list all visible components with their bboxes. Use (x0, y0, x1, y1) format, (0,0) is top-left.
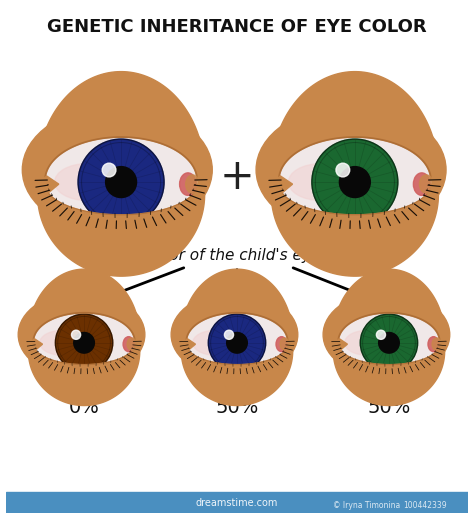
Polygon shape (33, 313, 135, 365)
Ellipse shape (192, 331, 236, 355)
Text: 0%: 0% (69, 398, 100, 418)
Polygon shape (37, 184, 205, 276)
Polygon shape (181, 269, 293, 342)
Polygon shape (333, 344, 445, 406)
Circle shape (74, 332, 94, 353)
Ellipse shape (271, 112, 438, 202)
Polygon shape (333, 269, 445, 342)
Ellipse shape (55, 164, 119, 201)
Ellipse shape (181, 296, 293, 356)
Text: 50%: 50% (215, 398, 259, 418)
Text: © Iryna Timonina: © Iryna Timonina (333, 501, 400, 510)
Ellipse shape (333, 296, 445, 356)
Circle shape (55, 314, 113, 371)
Circle shape (102, 163, 116, 177)
Circle shape (336, 163, 350, 177)
Text: GENETIC INHERITANCE OF EYE COLOR: GENETIC INHERITANCE OF EYE COLOR (47, 18, 427, 36)
Ellipse shape (413, 173, 430, 196)
Polygon shape (279, 137, 431, 215)
Text: +: + (219, 156, 255, 198)
Ellipse shape (18, 292, 145, 378)
Circle shape (209, 314, 265, 371)
Polygon shape (45, 137, 197, 215)
Ellipse shape (180, 173, 196, 196)
Circle shape (227, 332, 247, 353)
Circle shape (224, 330, 234, 340)
Polygon shape (338, 313, 439, 365)
Polygon shape (37, 72, 205, 180)
Circle shape (312, 139, 398, 225)
Ellipse shape (22, 106, 212, 234)
Ellipse shape (276, 336, 287, 352)
Text: Parent 2: Parent 2 (317, 124, 393, 141)
Circle shape (376, 330, 385, 340)
Polygon shape (180, 339, 195, 351)
Circle shape (360, 314, 418, 371)
Text: 50%: 50% (367, 398, 410, 418)
Ellipse shape (345, 331, 388, 355)
Circle shape (379, 332, 399, 353)
Ellipse shape (323, 292, 450, 378)
Ellipse shape (171, 292, 298, 378)
Polygon shape (28, 344, 140, 406)
Ellipse shape (37, 112, 205, 202)
Ellipse shape (419, 175, 433, 193)
Text: Color of the child's eyes: Color of the child's eyes (146, 248, 328, 263)
Ellipse shape (186, 175, 200, 193)
Polygon shape (271, 184, 438, 276)
Ellipse shape (288, 164, 353, 201)
Text: dreamstime.com: dreamstime.com (196, 498, 278, 508)
Polygon shape (332, 339, 347, 351)
Ellipse shape (432, 338, 441, 350)
Ellipse shape (127, 338, 136, 350)
Bar (6, 492, 468, 513)
Ellipse shape (40, 331, 83, 355)
Polygon shape (270, 176, 292, 194)
Polygon shape (36, 176, 59, 194)
Ellipse shape (123, 336, 134, 352)
Circle shape (339, 166, 370, 198)
Polygon shape (27, 339, 43, 351)
Polygon shape (271, 72, 438, 180)
Circle shape (72, 330, 81, 340)
Circle shape (106, 166, 137, 198)
Ellipse shape (28, 296, 140, 356)
Polygon shape (28, 269, 140, 342)
Ellipse shape (280, 338, 289, 350)
Circle shape (78, 139, 164, 225)
Text: Parent 1: Parent 1 (83, 124, 159, 141)
Ellipse shape (256, 106, 446, 234)
Ellipse shape (428, 336, 439, 352)
Polygon shape (181, 344, 293, 406)
Polygon shape (186, 313, 288, 365)
Text: 100442339: 100442339 (403, 501, 447, 510)
